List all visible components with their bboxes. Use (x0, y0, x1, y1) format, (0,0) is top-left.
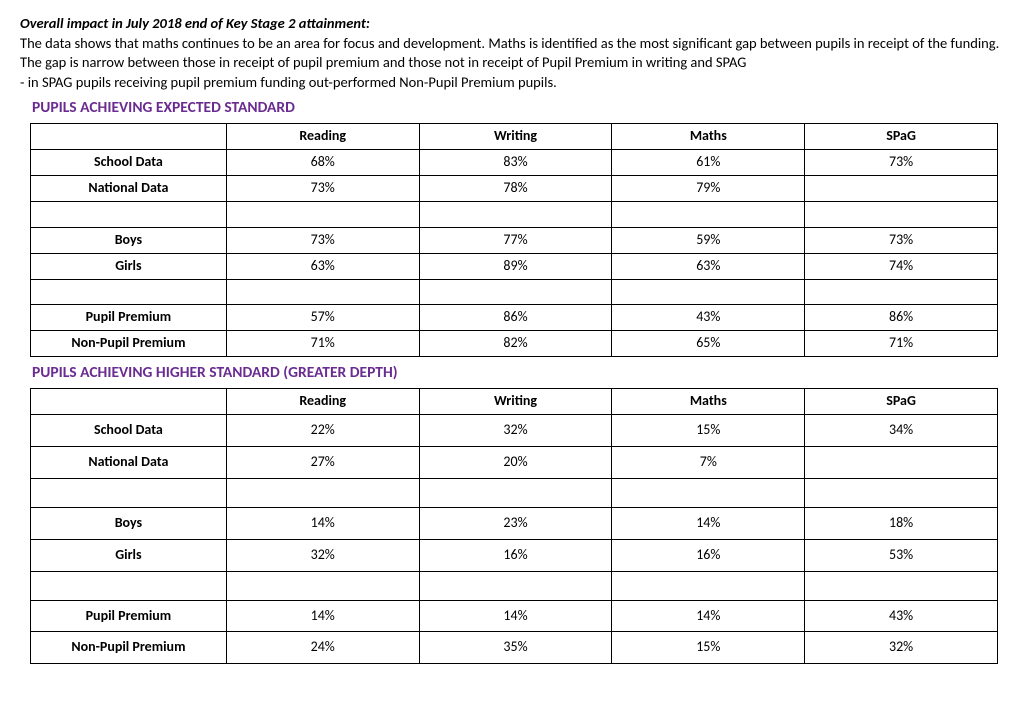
table-row: Pupil Premium14%14%14%43% (31, 600, 998, 632)
cell-value: 82% (419, 331, 612, 357)
cell-value: 32% (226, 539, 419, 571)
cell-value: 14% (612, 600, 805, 632)
row-label: Girls (31, 253, 227, 279)
table-row: National Data27%20%7% (31, 446, 998, 478)
intro-line-1: The data shows that maths continues to b… (20, 34, 999, 52)
cell-value: 24% (226, 632, 419, 664)
col-header: Writing (419, 124, 612, 150)
table-row: Pupil Premium57%86%43%86% (31, 305, 998, 331)
row-label: National Data (31, 175, 227, 201)
spacer-row (31, 571, 998, 600)
col-header: Reading (226, 124, 419, 150)
row-label: Girls (31, 539, 227, 571)
cell-value: 14% (419, 600, 612, 632)
cell-value: 15% (612, 632, 805, 664)
table-row: National Data73%78%79% (31, 175, 998, 201)
table-row: School Data68%83%61%73% (31, 150, 998, 176)
cell-value: 73% (805, 150, 998, 176)
col-header: SPaG (805, 389, 998, 415)
cell-value: 34% (805, 415, 998, 447)
cell-value: 74% (805, 253, 998, 279)
spacer-row (31, 279, 998, 305)
row-label: National Data (31, 446, 227, 478)
cell-value: 79% (612, 175, 805, 201)
row-label: School Data (31, 415, 227, 447)
table-row: Boys73%77%59%73% (31, 227, 998, 253)
cell-value: 89% (419, 253, 612, 279)
cell-value: 23% (419, 507, 612, 539)
cell-value: 22% (226, 415, 419, 447)
cell-value: 14% (226, 507, 419, 539)
row-label: Non-Pupil Premium (31, 331, 227, 357)
col-header: Maths (612, 124, 805, 150)
intro-paragraph: The data shows that maths continues to b… (20, 34, 1004, 93)
cell-value: 18% (805, 507, 998, 539)
intro-line-3: - in SPAG pupils receiving pupil premium… (20, 73, 557, 91)
cell-value: 86% (419, 305, 612, 331)
row-label: School Data (31, 150, 227, 176)
col-header-blank (31, 124, 227, 150)
table-row: Non-Pupil Premium71%82%65%71% (31, 331, 998, 357)
cell-value: 68% (226, 150, 419, 176)
cell-value: 59% (612, 227, 805, 253)
cell-value: 61% (612, 150, 805, 176)
row-label: Pupil Premium (31, 600, 227, 632)
cell-value: 27% (226, 446, 419, 478)
table-row: School Data22%32%15%34% (31, 415, 998, 447)
table-row: Non-Pupil Premium24%35%15%32% (31, 632, 998, 664)
intro-title: Overall impact in July 2018 end of Key S… (20, 14, 1004, 34)
cell-value: 77% (419, 227, 612, 253)
table1-heading: PUPILS ACHIEVING EXPECTED STANDARD (32, 98, 1004, 119)
col-header-blank (31, 389, 227, 415)
col-header: Reading (226, 389, 419, 415)
cell-value: 43% (805, 600, 998, 632)
row-label: Pupil Premium (31, 305, 227, 331)
cell-value: 73% (805, 227, 998, 253)
col-header: Maths (612, 389, 805, 415)
cell-value: 20% (419, 446, 612, 478)
cell-value: 65% (612, 331, 805, 357)
cell-value: 16% (419, 539, 612, 571)
spacer-row (31, 478, 998, 507)
cell-value: 14% (226, 600, 419, 632)
cell-value: 63% (226, 253, 419, 279)
cell-value (805, 175, 998, 201)
cell-value: 32% (419, 415, 612, 447)
table-row: Girls63%89%63%74% (31, 253, 998, 279)
cell-value: 15% (612, 415, 805, 447)
cell-value (805, 446, 998, 478)
cell-value: 16% (612, 539, 805, 571)
col-header: Writing (419, 389, 612, 415)
spacer-row (31, 201, 998, 227)
cell-value: 73% (226, 227, 419, 253)
table2-heading: PUPILS ACHIEVING HIGHER STANDARD (GREATE… (32, 363, 1004, 384)
table-higher-standard: ReadingWritingMathsSPaGSchool Data22%32%… (30, 388, 998, 664)
row-label: Boys (31, 227, 227, 253)
cell-value: 57% (226, 305, 419, 331)
cell-value: 43% (612, 305, 805, 331)
cell-value: 78% (419, 175, 612, 201)
cell-value: 63% (612, 253, 805, 279)
cell-value: 83% (419, 150, 612, 176)
cell-value: 14% (612, 507, 805, 539)
cell-value: 7% (612, 446, 805, 478)
cell-value: 53% (805, 539, 998, 571)
row-label: Non-Pupil Premium (31, 632, 227, 664)
cell-value: 73% (226, 175, 419, 201)
table-row: Girls32%16%16%53% (31, 539, 998, 571)
cell-value: 71% (226, 331, 419, 357)
table-row: Boys14%23%14%18% (31, 507, 998, 539)
intro-line-2: The gap is narrow between those in recei… (20, 53, 746, 71)
cell-value: 35% (419, 632, 612, 664)
col-header: SPaG (805, 124, 998, 150)
cell-value: 32% (805, 632, 998, 664)
cell-value: 71% (805, 331, 998, 357)
row-label: Boys (31, 507, 227, 539)
cell-value: 86% (805, 305, 998, 331)
table-expected-standard: ReadingWritingMathsSPaGSchool Data68%83%… (30, 123, 998, 357)
